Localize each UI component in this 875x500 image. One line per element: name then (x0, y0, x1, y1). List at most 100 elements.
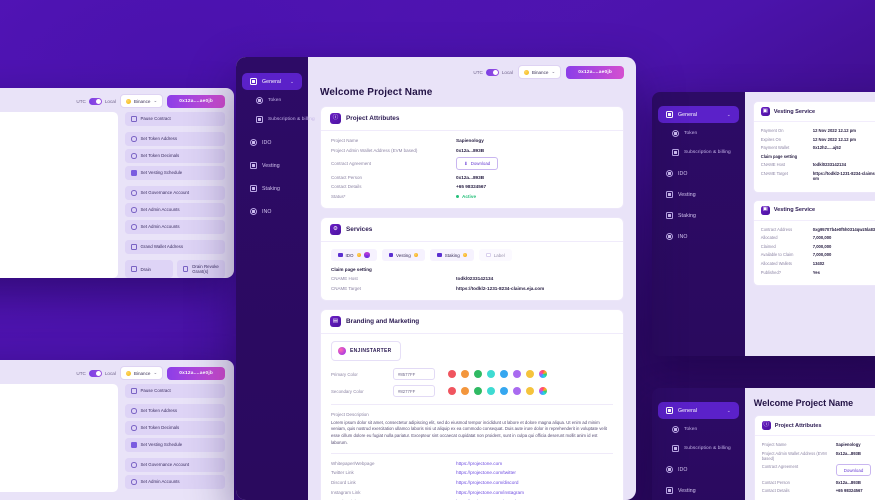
chevron-down-icon: ⌄ (153, 98, 158, 103)
action-set-governance-account[interactable]: Set Governance Account (125, 458, 225, 472)
sidebar-item-label: Staking (678, 212, 697, 219)
swatch-red[interactable] (448, 387, 456, 396)
swatch-custom-picker-icon[interactable] (539, 370, 547, 379)
swatch-orange[interactable] (461, 370, 469, 379)
action-set-governance-account[interactable]: Set Governance Account (125, 186, 225, 200)
sidebar-item-ino[interactable]: INO (658, 228, 739, 245)
secondary-color-input[interactable]: #8277FF (393, 385, 435, 398)
swatch-cyan[interactable] (487, 370, 495, 379)
sidebar-item-label: Subscription & billing (268, 117, 315, 122)
checkbox-icon[interactable] (338, 252, 343, 258)
action-label: Set Admin Accounts (140, 224, 180, 230)
secondary-color-label: Secondary Color (331, 388, 364, 394)
wallet-button[interactable]: 0x12a....ae0jb (167, 94, 225, 108)
sidebar-item-ido[interactable]: IDO (658, 165, 739, 182)
action-set-admin-accounts-2[interactable]: Set Admin Accounts (125, 220, 225, 234)
action-set-token-address[interactable]: Set Token Address (125, 404, 225, 418)
service-chip-staking[interactable]: Staking (430, 248, 475, 262)
swatch-orange[interactable] (461, 387, 469, 396)
attr-row-contract-agreement: Contract Agreement ⬇ Download (331, 157, 613, 171)
action-set-token-decimals[interactable]: Set Token Decimals (125, 149, 225, 163)
row-value: todkl0233142134 (456, 276, 494, 282)
checkbox-icon[interactable] (486, 252, 491, 258)
swatch-green[interactable] (474, 370, 482, 379)
row-link[interactable]: https://projectone.com/discord (456, 480, 519, 486)
sidebar-item-subscription-billing[interactable]: Subscription & billing (658, 440, 739, 457)
service-chip-ido[interactable]: IDO (331, 248, 377, 262)
utc-local-toggle-group[interactable]: UTC Local (473, 68, 513, 76)
sidebar-item-staking[interactable]: Staking (242, 180, 302, 197)
service-chip-label[interactable]: Label (479, 248, 512, 262)
sidebar-item-staking[interactable]: Staking (658, 207, 739, 224)
swatch-cyan[interactable] (487, 387, 495, 396)
swatch-purple[interactable] (513, 387, 521, 396)
chain-selector[interactable]: Binance ⌄ (119, 94, 164, 108)
action-set-token-address[interactable]: Set Token Address (125, 132, 225, 146)
row-link[interactable]: https://projectone.com/instagram (456, 489, 525, 495)
chain-label: Binance (531, 69, 549, 75)
service-chip-vesting[interactable]: Vesting (381, 248, 426, 262)
timezone-toggle[interactable] (88, 369, 102, 377)
edit-icon[interactable]: ✎ (0, 406, 111, 411)
action-pause-contract[interactable]: Pause Contract (125, 112, 225, 126)
sidebar-item-general[interactable]: General ⌄ (242, 73, 302, 90)
utc-local-toggle-group[interactable]: UTC Local (76, 369, 116, 377)
download-button[interactable]: ⬇ Download (456, 157, 499, 171)
edit-icon[interactable]: ✎ (0, 134, 111, 139)
action-pause-contract[interactable]: Pause Contract (125, 384, 225, 398)
brand-logo-box[interactable]: ENJINSTARTER (331, 341, 401, 362)
swatch-purple[interactable] (513, 370, 521, 379)
row-link[interactable]: https://projectone.com/twitter (456, 470, 516, 476)
swatch-blue[interactable] (500, 370, 508, 379)
action-set-vesting-schedule[interactable]: Set Vesting Schedule (125, 166, 225, 180)
row-key: Project Admin Wallet Address (EVM based) (761, 450, 827, 461)
sidebar-item-general[interactable]: General ⌄ (658, 402, 739, 419)
row-link[interactable]: https://projectone.com (456, 460, 503, 466)
sidebar-item-general[interactable]: General ⌄ (658, 106, 739, 123)
status-badge: Active (456, 194, 476, 199)
sidebar-item-subscription-billing[interactable]: Subscription & billing (658, 144, 739, 161)
wallet-button[interactable]: 0x12a....ae0jb (566, 65, 624, 79)
sidebar-item-ido[interactable]: IDO (658, 461, 739, 478)
sidebar-item-token[interactable]: Token (658, 125, 739, 142)
swatch-custom-picker-icon[interactable] (539, 387, 547, 396)
sidebar-item-ino[interactable]: INO (242, 203, 302, 220)
download-button[interactable]: Download (835, 464, 872, 477)
sidebar-item-token[interactable]: Token (242, 92, 302, 109)
action-drain-revoke-grants[interactable]: Drain Revoke Grant(s) (176, 260, 225, 278)
action-drain[interactable]: Drain (125, 260, 174, 278)
swatch-yellow[interactable] (526, 387, 534, 396)
chain-selector[interactable]: Binance ⌄ (119, 366, 164, 380)
sidebar-item-vesting[interactable]: Vesting (242, 157, 302, 174)
vesting-row: Allocated Wallets 13402 (761, 261, 875, 266)
timezone-toggle[interactable] (88, 97, 102, 105)
swatch-blue[interactable] (500, 387, 508, 396)
primary-color-input[interactable]: #8577FF (393, 368, 435, 381)
claim-page-setting-heading: Claim page setting (331, 267, 372, 273)
right-panel-content: ▣ Vesting Service Payment On 12 Nov 2022… (744, 92, 875, 356)
action-set-token-decimals[interactable]: Set Token Decimals (125, 421, 225, 435)
checkbox-icon[interactable] (437, 252, 442, 258)
sidebar-item-vesting[interactable]: Vesting (658, 482, 739, 499)
chain-selector[interactable]: Binance ⌄ (517, 65, 562, 79)
swatch-green[interactable] (474, 387, 482, 396)
sidebar-item-token[interactable]: Token (658, 421, 739, 438)
swatch-yellow[interactable] (526, 370, 534, 379)
action-set-admin-accounts-1[interactable]: Set Admin Accounts (125, 475, 225, 489)
action-grand-wallet-address[interactable]: Grand Wallet Address (125, 240, 225, 254)
contract-info-column: 0x12a01b40f0355104qwd51834Q ✎ 0233142134… (0, 112, 118, 278)
sidebar-item-vesting[interactable]: Vesting (658, 186, 739, 203)
drain-icon (131, 266, 137, 272)
action-set-vesting-schedule[interactable]: Set Vesting Schedule (125, 438, 225, 452)
timezone-toggle[interactable] (485, 68, 499, 76)
project-description-label: Project Description (331, 411, 369, 417)
checkbox-icon[interactable] (388, 252, 394, 258)
swatch-red[interactable] (448, 370, 456, 379)
sidebar-item-subscription-billing[interactable]: Subscription & billing (242, 111, 315, 128)
right-panel-sidebar: General ⌄ Token Subscription & billing I… (652, 92, 745, 356)
sidebar-item-ido[interactable]: IDO (242, 134, 302, 151)
primary-color-row: Primary Color #8577FF (331, 368, 613, 381)
utc-local-toggle-group[interactable]: UTC Local (76, 97, 116, 105)
action-set-admin-accounts-1[interactable]: Set Admin Accounts (125, 203, 225, 217)
wallet-button[interactable]: 0x12a....ae0jb (167, 366, 225, 380)
